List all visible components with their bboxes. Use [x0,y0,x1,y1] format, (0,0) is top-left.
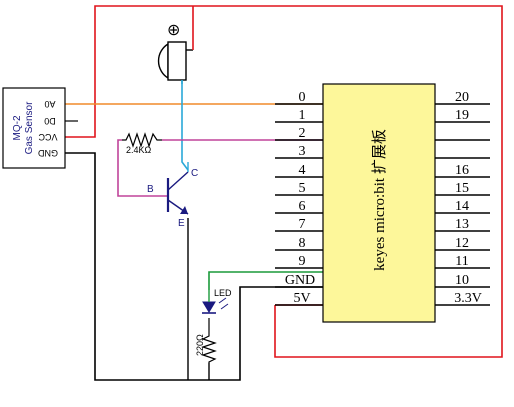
pin-label-20: 20 [455,90,469,105]
pin-label-4: 4 [299,163,306,178]
sensor-model: MQ-2 [12,115,23,140]
led-label: LED [214,288,232,298]
pin-label-5v: 5V [293,291,310,306]
board-right-pin-labels: 20 19 16 15 14 13 12 11 10 3.3V [454,90,482,306]
keyes-expansion-board: keyes micro:bit 扩展板 [322,83,436,323]
mq2-sensor: MQ-2 Gas Sensor A0 D0 VCC GND [2,87,78,169]
pin-label-gnd: GND [285,273,315,288]
npn-transistor: B C E [147,162,198,229]
buzzer-plus-icon: ⊕ [167,20,180,39]
buzzer-signal-wire [181,72,189,171]
ground-wire [65,152,323,381]
pin-label-2: 2 [299,126,306,141]
pin-label-3: 3 [299,144,306,159]
sensor-pin-gnd: GND [38,148,59,158]
pin-label-7: 7 [299,217,306,232]
board-label: keyes micro:bit 扩展板 [370,129,388,271]
pin-label-10: 10 [455,273,469,288]
pin-label-15: 15 [455,181,469,196]
pin-label-3v3: 3.3V [454,291,482,306]
base-wire [117,139,168,197]
transistor-collector-label: C [191,168,198,179]
buzzer: ⊕ [157,20,194,84]
sensor-name: Gas Sensor [24,101,35,154]
board-right-pins [435,103,490,306]
pin-label-0: 0 [299,90,306,105]
sensor-pin-vcc: VCC [38,132,58,142]
pin-label-12: 12 [455,236,469,251]
base-resistor-value: 2.4KΩ [126,145,152,155]
pin-label-5: 5 [299,181,306,196]
board-left-pin-labels: 0 1 2 3 4 5 6 7 8 9 GND 5V [285,90,315,306]
sensor-pin-a0: A0 [44,99,55,109]
transistor-base-label: B [147,184,154,195]
led-resistor: 220Ω [195,332,217,363]
pin-label-11: 11 [455,254,468,269]
led-signal-wire [208,271,323,290]
transistor-emitter-label: E [178,218,185,229]
pin-label-8: 8 [299,236,306,251]
sensor-pin-d0: D0 [44,116,56,126]
board-left-pins [275,103,323,306]
pin-label-14: 14 [455,199,469,214]
pin-label-13: 13 [455,217,469,232]
led: LED [202,288,232,314]
pin-label-19: 19 [455,108,469,123]
led-resistor-value: 220Ω [195,334,205,356]
pin-label-1: 1 [299,108,306,123]
power-wire-red [65,5,503,358]
pin-label-16: 16 [455,163,469,178]
pin-label-6: 6 [299,199,306,214]
base-resistor: 2.4KΩ [122,132,162,155]
pin-label-9: 9 [299,254,306,269]
